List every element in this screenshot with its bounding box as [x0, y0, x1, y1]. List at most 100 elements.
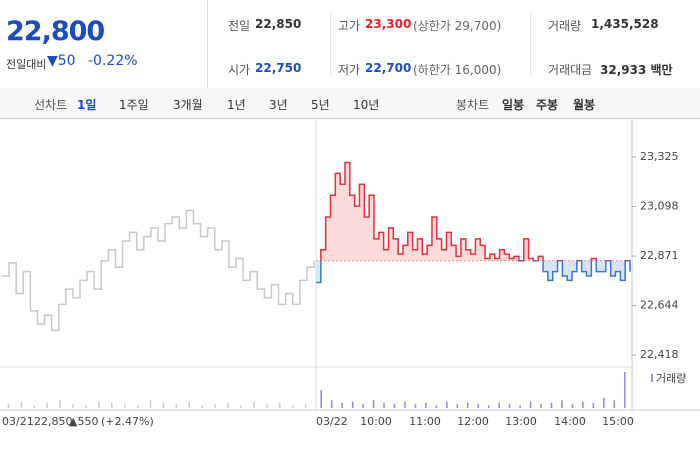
volume-bar — [550, 402, 553, 408]
volume-bar — [123, 404, 126, 408]
area-fill — [316, 162, 630, 283]
stat-label: 고가 — [338, 19, 361, 33]
x-tick-label: 03/22 — [316, 415, 348, 428]
x-tick-label: 11:00 — [409, 415, 441, 428]
change-rate: -0.22% — [88, 53, 138, 69]
tab[interactable]: 5년 — [311, 98, 330, 112]
volume-bar — [540, 404, 542, 408]
stat-value: 32,933 백만 — [600, 63, 673, 77]
volume-bar — [362, 404, 364, 408]
volume-bar — [414, 404, 417, 408]
volume-bar — [227, 402, 229, 408]
stat-label: 시가 — [228, 63, 251, 77]
volume-bar — [508, 404, 511, 408]
x-tick-label: 12:00 — [457, 415, 489, 428]
volume-bar — [201, 405, 204, 408]
volume-bar — [136, 405, 139, 408]
volume-bar — [603, 397, 605, 408]
volume-bar — [188, 401, 191, 408]
volume-bar — [498, 402, 500, 408]
volume-bar — [529, 401, 532, 408]
divider — [530, 12, 531, 76]
change: ▼50 — [47, 53, 76, 69]
volume-bar — [383, 402, 385, 408]
volume-bar — [425, 402, 427, 408]
volume-bar — [149, 400, 152, 408]
tab[interactable]: 1주일 — [119, 98, 149, 112]
change-label: 전일대비 — [6, 58, 47, 71]
y-tick-label: 23,325 — [640, 150, 679, 163]
y-tick-label: 22,418 — [640, 348, 679, 361]
volume-bar — [435, 405, 438, 408]
volume-bar — [291, 405, 294, 408]
volume-bar — [240, 405, 242, 408]
tab[interactable]: 1일 — [77, 98, 97, 112]
volume-bar — [278, 402, 281, 408]
volume-bar — [46, 402, 49, 408]
y-tick-label: 23,098 — [640, 200, 679, 213]
volume-bar — [214, 404, 216, 408]
tab[interactable]: 3년 — [269, 98, 288, 112]
volume-bar — [477, 404, 480, 408]
volume-bar — [351, 401, 354, 408]
volume-bar — [592, 402, 595, 408]
stat-value: 22,750 — [255, 61, 302, 75]
footer-date: 03/21 — [2, 415, 34, 428]
tab[interactable]: 월봉 — [573, 98, 596, 112]
stat-label: 거래대금 — [548, 63, 593, 77]
tab[interactable]: 주봉 — [536, 98, 559, 112]
volume-bar — [85, 405, 87, 408]
tab[interactable]: 10년 — [353, 98, 380, 112]
price-line — [316, 161, 631, 284]
volume-bar — [393, 404, 396, 408]
volume-bar — [613, 400, 616, 408]
y-tick-label: 22,644 — [640, 299, 679, 312]
tab-group-label: 봉차트 — [456, 98, 490, 112]
divider — [330, 12, 331, 76]
legend-swatch — [651, 374, 653, 382]
x-tick-label: 15:00 — [602, 415, 634, 428]
divider — [207, 0, 208, 88]
volume-bar — [466, 402, 469, 408]
volume-bar — [7, 404, 10, 408]
volume-bar — [330, 400, 333, 408]
volume-bar — [304, 404, 307, 408]
footer-rate: (+2.47%) — [101, 415, 154, 428]
volume-bar — [341, 402, 343, 408]
volume-bar — [110, 402, 113, 408]
stat-value: 22,850 — [255, 17, 302, 31]
stat-note: (상한가 29,700) — [413, 19, 502, 33]
volume-bar — [175, 404, 178, 408]
stat-label: 거래량 — [548, 19, 582, 33]
x-tick-label: 14:00 — [554, 415, 586, 428]
volume-bar — [519, 405, 521, 408]
volume-bar — [571, 404, 574, 408]
volume-bar — [561, 400, 563, 408]
volume-bar — [72, 404, 74, 408]
volume-bar — [253, 401, 255, 408]
footer-change: ▲550 — [69, 415, 98, 428]
volume-bar — [623, 372, 626, 408]
volume-bar — [265, 404, 268, 408]
volume-bar — [20, 401, 23, 408]
stat-value: 1,435,528 — [591, 17, 659, 31]
x-tick-label: 13:00 — [505, 415, 537, 428]
volume-bar — [320, 390, 323, 408]
volume-bar — [372, 400, 375, 408]
volume-bar — [404, 401, 406, 408]
volume-bar — [33, 405, 36, 408]
stat-label: 저가 — [338, 63, 361, 77]
tab[interactable]: 일봉 — [502, 98, 525, 112]
tab-bar — [0, 88, 700, 119]
legend-label: 거래량 — [656, 372, 686, 385]
volume-bar — [162, 402, 165, 408]
stat-value: 22,700 — [365, 61, 412, 75]
stat-label: 전일 — [228, 19, 251, 33]
volume-bar — [98, 401, 100, 408]
stat-value: 23,300 — [365, 17, 412, 31]
tab[interactable]: 1년 — [227, 98, 246, 112]
volume-bar — [487, 405, 490, 408]
tab[interactable]: 3개월 — [173, 98, 203, 112]
